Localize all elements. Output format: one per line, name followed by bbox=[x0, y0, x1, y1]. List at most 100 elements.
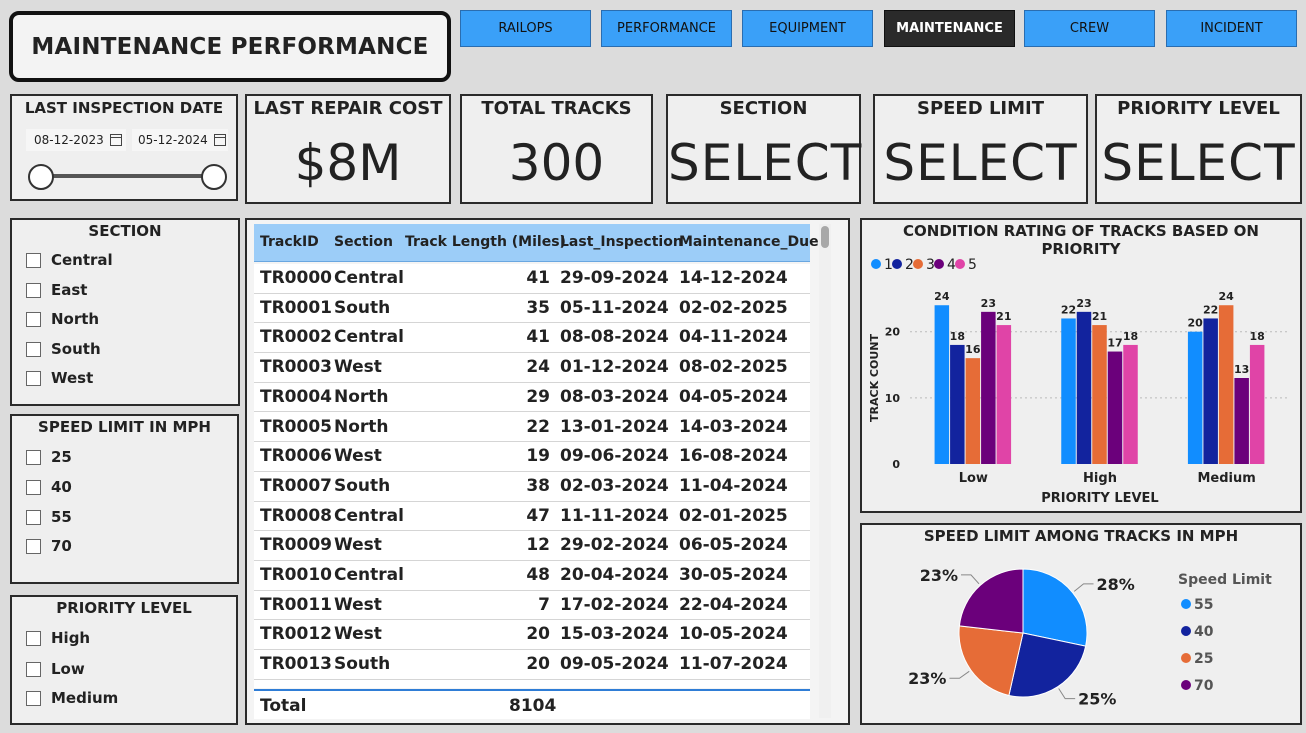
table-row[interactable]: TR0010 Central 48 20-04-2024 30-05-2024 bbox=[254, 561, 810, 591]
nav-equipment-button[interactable]: EQUIPMENT bbox=[742, 10, 873, 47]
section-option[interactable]: West bbox=[26, 367, 93, 389]
column-header[interactable]: Track Length (Miles) bbox=[405, 234, 566, 250]
checkbox[interactable] bbox=[26, 690, 41, 706]
bar[interactable] bbox=[1107, 351, 1123, 464]
legend-marker[interactable] bbox=[934, 259, 944, 269]
legend-label[interactable]: 25 bbox=[1194, 651, 1213, 667]
legend-marker[interactable] bbox=[1181, 653, 1191, 663]
table-row[interactable]: TR0013 South 20 09-05-2024 11-07-2024 bbox=[254, 650, 810, 680]
nav-crew-button[interactable]: CREW bbox=[1024, 10, 1155, 47]
pie-slice[interactable] bbox=[958, 568, 1024, 634]
bar[interactable] bbox=[965, 358, 981, 464]
legend-marker[interactable] bbox=[892, 259, 902, 269]
legend-marker[interactable] bbox=[871, 259, 881, 269]
table-row[interactable]: TR0003 West 24 01-12-2024 08-02-2025 bbox=[254, 353, 810, 383]
table-row[interactable]: TR0002 Central 41 08-08-2024 04-11-2024 bbox=[254, 323, 810, 354]
bar[interactable] bbox=[934, 305, 950, 464]
legend-label[interactable]: 1 bbox=[884, 257, 893, 273]
table-row[interactable]: TR0009 West 12 29-02-2024 06-05-2024 bbox=[254, 531, 810, 561]
checkbox[interactable] bbox=[26, 449, 41, 465]
nav-railops-button[interactable]: RAILOPS bbox=[460, 10, 591, 47]
nav-maintenance-button[interactable]: MAINTENANCE bbox=[884, 10, 1015, 47]
calendar-icon[interactable] bbox=[213, 134, 226, 146]
legend-marker[interactable] bbox=[1181, 680, 1191, 690]
legend-marker[interactable] bbox=[1181, 599, 1191, 609]
checkbox[interactable] bbox=[26, 282, 41, 298]
pie-slice[interactable] bbox=[958, 625, 1024, 697]
checkbox[interactable] bbox=[26, 661, 41, 677]
scrollbar-thumb[interactable] bbox=[821, 226, 829, 248]
speed-option[interactable]: 25 bbox=[26, 446, 72, 468]
checkbox[interactable] bbox=[26, 538, 41, 554]
speed-option[interactable]: 70 bbox=[26, 535, 72, 557]
legend-label[interactable]: 55 bbox=[1194, 597, 1213, 613]
end-date-input[interactable]: 05-12-2024 bbox=[132, 129, 228, 151]
bar[interactable] bbox=[1203, 318, 1218, 464]
checkbox[interactable] bbox=[26, 630, 41, 646]
bar[interactable] bbox=[996, 325, 1012, 464]
start-date-input[interactable]: 08-12-2023 bbox=[26, 129, 126, 151]
date-slider-start-handle[interactable] bbox=[28, 164, 54, 190]
column-header[interactable]: TrackID bbox=[260, 234, 319, 250]
bar[interactable] bbox=[1249, 344, 1265, 464]
checkbox[interactable] bbox=[26, 252, 41, 268]
legend-label[interactable]: 2 bbox=[905, 257, 914, 273]
pie-slice[interactable] bbox=[1022, 568, 1088, 647]
date-slider-end-handle[interactable] bbox=[201, 164, 227, 190]
table-row[interactable]: TR0006 West 19 09-06-2024 16-08-2024 bbox=[254, 442, 810, 472]
column-header[interactable]: Maintenance_Due bbox=[679, 234, 819, 250]
checkbox[interactable] bbox=[26, 311, 41, 327]
bar[interactable] bbox=[1076, 311, 1092, 464]
legend-label[interactable]: 3 bbox=[926, 257, 935, 273]
section-option[interactable]: North bbox=[26, 308, 99, 330]
table-row[interactable]: TR0000 Central 41 29-09-2024 14-12-2024 bbox=[254, 264, 810, 294]
bar[interactable] bbox=[1234, 378, 1249, 464]
checkbox[interactable] bbox=[26, 370, 41, 386]
table-row[interactable]: TR0008 Central 47 11-11-2024 02-01-2025 bbox=[254, 502, 810, 532]
nav-incident-button[interactable]: INCIDENT bbox=[1166, 10, 1297, 47]
calendar-icon[interactable] bbox=[109, 134, 122, 146]
checkbox[interactable] bbox=[26, 509, 41, 525]
slice-percent-label: 23% bbox=[920, 566, 958, 585]
bar[interactable] bbox=[950, 344, 965, 464]
section-option[interactable]: East bbox=[26, 279, 87, 301]
nav-performance-button[interactable]: PERFORMANCE bbox=[601, 10, 732, 47]
bar[interactable] bbox=[981, 311, 996, 464]
speed-option[interactable]: 55 bbox=[26, 506, 72, 528]
bar[interactable] bbox=[1218, 305, 1234, 464]
table-row[interactable]: TR0001 South 35 05-11-2024 02-02-2025 bbox=[254, 294, 810, 324]
table-cell: South bbox=[334, 297, 391, 318]
table-row[interactable]: TR0007 South 38 02-03-2024 11-04-2024 bbox=[254, 472, 810, 502]
table-row[interactable]: TR0004 North 29 08-03-2024 04-05-2024 bbox=[254, 383, 810, 413]
legend-label[interactable]: 4 bbox=[947, 257, 956, 273]
bar[interactable] bbox=[1061, 318, 1076, 464]
table-row[interactable]: TR0005 North 22 13-01-2024 14-03-2024 bbox=[254, 413, 810, 443]
bar[interactable] bbox=[1092, 325, 1107, 464]
table-row[interactable]: TR0011 West 7 17-02-2024 22-04-2024 bbox=[254, 591, 810, 621]
date-slider-track[interactable] bbox=[42, 174, 210, 178]
legend-label[interactable]: 5 bbox=[968, 257, 977, 273]
legend-marker[interactable] bbox=[955, 259, 965, 269]
priority-option[interactable]: Medium bbox=[26, 687, 118, 709]
legend-label[interactable]: 40 bbox=[1194, 624, 1214, 640]
column-header[interactable]: Section bbox=[334, 234, 393, 250]
table-row[interactable]: TR0012 West 20 15-03-2024 10-05-2024 bbox=[254, 620, 810, 651]
speed-option[interactable]: 40 bbox=[26, 476, 72, 498]
section-option[interactable]: Central bbox=[26, 249, 113, 271]
nav-label: MAINTENANCE bbox=[896, 21, 1003, 36]
bar[interactable] bbox=[1123, 344, 1138, 464]
bar[interactable] bbox=[1187, 331, 1203, 464]
priority-option[interactable]: High bbox=[26, 627, 90, 649]
checkbox[interactable] bbox=[26, 479, 41, 495]
table-scrollbar[interactable] bbox=[819, 224, 831, 718]
pie-slice[interactable] bbox=[1008, 632, 1087, 698]
section-option[interactable]: South bbox=[26, 338, 101, 360]
priority-option[interactable]: Low bbox=[26, 658, 85, 680]
checkbox[interactable] bbox=[26, 341, 41, 357]
legend-marker[interactable] bbox=[913, 259, 923, 269]
column-header[interactable]: Last_Inspection bbox=[560, 234, 683, 250]
table-total-row: Total 8104 bbox=[254, 689, 810, 719]
legend-marker[interactable] bbox=[1181, 626, 1191, 636]
legend-label[interactable]: 70 bbox=[1194, 678, 1214, 694]
